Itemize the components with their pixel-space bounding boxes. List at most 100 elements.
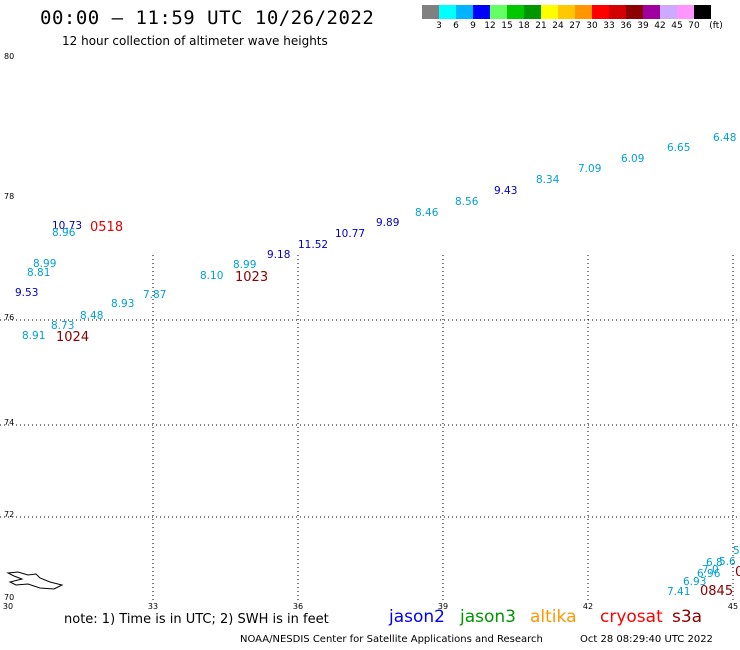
longitude-label: 45 [728,602,738,611]
legend-swatches [422,5,711,19]
pass-time-label: 1023 [235,270,268,285]
legend-swatch [660,5,677,19]
longitude-label: 36 [293,602,303,611]
legend-tick-label: 36 [620,21,632,31]
legend-tick-label: 9 [470,21,476,31]
map-title: 00:00 – 11:59 UTC 10/26/2022 [40,7,375,29]
latitude-label: 74 [4,418,14,427]
pass-time-label: 1024 [56,330,89,345]
latitude-label: 76 [4,313,14,322]
wave-height-reading: 8.10 [200,270,223,282]
legend-swatch [507,5,524,19]
wave-height-reading: 7.41 [667,586,690,598]
wave-height-reading: 9.53 [15,287,38,299]
wave-height-reading: 6.8 [706,557,723,569]
wave-height-reading: 7.87 [143,289,166,301]
latitude-label: 80 [4,52,14,61]
legend-tick-label: 70 [688,21,700,31]
legend-swatch [643,5,660,19]
wave-height-readings: 10.738.968.998.819.538.918.738.488.937.8… [15,132,740,598]
legend-swatch [575,5,592,19]
wave-height-reading: 6.93 [683,576,706,588]
legend-tick-label: 21 [535,21,547,31]
legend-swatch [490,5,507,19]
wave-height-reading: 8.56 [455,196,479,208]
wave-height-reading: 8.48 [80,310,103,322]
wave-height-reading: 5.5 [733,545,740,557]
wave-height-reading: 10.77 [335,228,365,240]
wave-height-reading: 6.09 [621,153,644,165]
legend-tick-label: 6 [453,21,459,31]
wave-height-reading: 9.43 [494,185,517,197]
pass-time-label: 0845 [700,584,733,599]
wave-height-reading: 8.81 [27,267,50,279]
legend-ticks: 3 6 9 12 15 18 21 24 27 30 33 36 39 42 45 70 (ft) [422,19,723,33]
legend-swatch [626,5,643,19]
legend-tick-label: 3 [436,21,442,31]
grid-lines [0,255,740,600]
legend-swatch [524,5,541,19]
legend-tick-label: 15 [501,21,513,31]
legend-tick-label: 12 [484,21,496,31]
legend-tick-label: 30 [586,21,598,31]
wave-height-reading: 8.73 [51,320,74,332]
legend-swatch [694,5,711,19]
legend-unit: (ft) [709,21,723,31]
legend-swatch [439,5,456,19]
legend-tick-label: 33 [603,21,615,31]
satellite-key-jason3: jason3 [460,607,516,627]
wave-height-reading: 6.48 [713,132,736,144]
color-scale-legend: 3 6 9 12 15 18 21 24 27 30 33 36 39 42 45 70 (ft) [422,5,723,33]
longitude-label: 42 [583,602,593,611]
legend-tick-label: 18 [518,21,530,31]
legend-tick-label: 27 [569,21,581,31]
wave-height-reading: 10.73 [52,220,82,232]
footer-note: note: 1) Time is in UTC; 2) SWH is in fe… [64,612,329,627]
legend-swatch [541,5,558,19]
pass-time-label: 0518 [90,220,123,235]
map-subtitle: 12 hour collection of altimeter wave hei… [62,34,328,48]
latitude-label: 72 [4,510,14,519]
legend-swatch [558,5,575,19]
legend-tick-label: 45 [671,21,683,31]
wave-height-reading: 8.91 [22,330,45,342]
land-outline [6,571,64,590]
wave-height-reading: 7.0 [702,564,719,576]
pass-time-label: 0 [735,565,740,580]
legend-tick-label: 39 [637,21,649,31]
satellite-key-cryosat: cryosat [600,607,663,627]
latitude-labels: 80 78 76 74 72 70 [4,52,14,602]
credit-text: NOAA/NESDIS Center for Satellite Applica… [240,634,543,645]
wave-height-reading: 8.96 [52,227,76,239]
latitude-label: 78 [4,192,14,201]
wave-height-reading: 6.96 [697,568,721,580]
wave-height-reading: 8.46 [415,207,439,219]
legend-swatch [456,5,473,19]
legend-swatch [473,5,490,19]
wave-height-reading: 8.34 [536,174,560,186]
satellite-key-jason2: jason2 [389,607,445,627]
wave-height-reading: 6.65 [667,142,690,154]
legend-swatch [422,5,439,19]
legend-tick-label: 42 [654,21,666,31]
legend-swatch [592,5,609,19]
legend-swatch [609,5,626,19]
satellite-key-s3a: s3a [672,607,703,627]
satellite-key-altika: altika [530,607,577,627]
latitude-label: 70 [4,593,14,602]
legend-swatch [677,5,694,19]
longitude-label: 39 [438,602,448,611]
wave-height-reading: 9.89 [376,217,399,229]
legend-tick-label: 24 [552,21,564,31]
longitude-label: 30 [3,602,13,611]
wave-height-reading: 8.93 [111,298,134,310]
longitude-label: 33 [148,602,158,611]
wave-height-reading: 11.52 [298,239,328,251]
wave-height-reading: 5.6 [719,556,736,568]
wave-height-reading: 8.99 [33,258,56,270]
wave-height-reading: 8.99 [233,259,256,271]
wave-height-reading: 7.09 [578,163,601,175]
generated-timestamp: Oct 28 08:29:40 UTC 2022 [580,634,713,645]
